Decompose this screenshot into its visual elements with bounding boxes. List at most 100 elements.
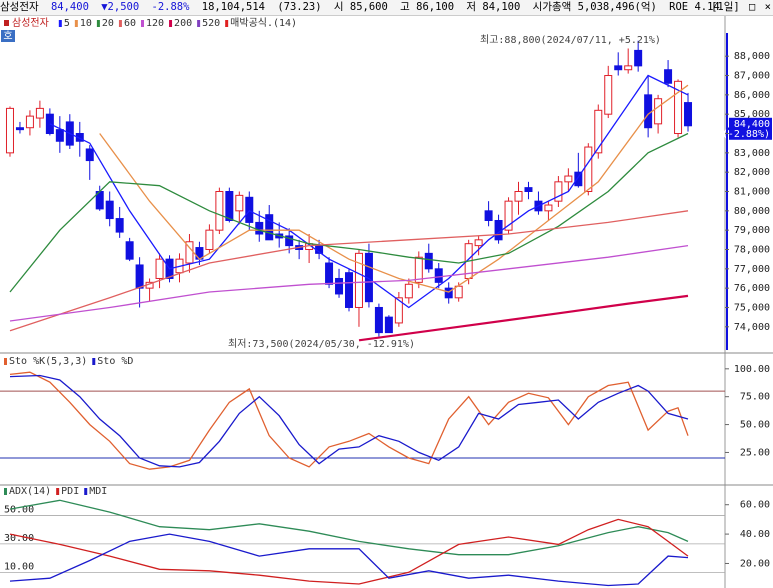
legend-label: PDI — [61, 486, 79, 497]
legend-label: 520 — [202, 18, 220, 29]
candle-body — [394, 297, 403, 324]
y-tick-label: 81,000 — [734, 187, 770, 198]
series-line — [9, 518, 689, 585]
annotation: 최고:88,800(2024/07/11, +5.21%) — [480, 34, 661, 46]
open-price: 시 85,600 — [333, 1, 388, 13]
close-button[interactable]: × — [764, 1, 771, 13]
candle-body — [345, 272, 353, 308]
legend-swatch — [225, 20, 229, 27]
candle-body — [215, 191, 224, 231]
price-tag-label: (-2.88%) — [722, 129, 770, 140]
y-tick-label: 76,000 — [734, 283, 770, 294]
maximize-button[interactable]: □ — [749, 1, 756, 13]
volume-ratio: (73.23) — [277, 1, 322, 13]
y-tick-label: 75,000 — [734, 302, 770, 313]
market-cap: 시가총액 5,038,496(억) — [532, 1, 657, 13]
candle-body — [325, 262, 334, 285]
price-tag-label: 84,400 — [734, 119, 770, 130]
candle-body — [654, 98, 663, 125]
y-tick-label: 100.00 — [734, 364, 770, 375]
legend-label: 10 — [80, 18, 92, 29]
series-line — [9, 533, 689, 587]
candle-body — [514, 191, 523, 202]
legend-label: 매박공식.(14) — [230, 17, 297, 29]
candle-body — [544, 204, 553, 212]
candle-body — [45, 113, 54, 135]
high-price: 고 86,100 — [400, 1, 455, 13]
legend-swatch — [197, 20, 201, 27]
price-tag-arrow — [727, 123, 733, 134]
legend-swatch — [140, 20, 144, 27]
candle-body — [384, 316, 393, 334]
candle-body — [584, 146, 593, 192]
candle-body — [285, 235, 294, 247]
candle-body — [614, 65, 623, 71]
series-line — [9, 499, 689, 556]
tab-box[interactable] — [1, 30, 15, 42]
candle-body — [474, 239, 483, 247]
candle-body — [75, 133, 84, 142]
candle-body — [434, 268, 443, 283]
tab-label: 호 — [3, 30, 12, 42]
legend-swatch — [118, 20, 122, 27]
y-tick-label: 86,000 — [734, 90, 770, 101]
legend-swatch — [4, 488, 7, 495]
volume: 18,104,514 — [201, 1, 265, 13]
candle-body — [85, 148, 94, 162]
candle-body — [245, 196, 254, 223]
change: ▼2,500 — [101, 1, 140, 13]
legend-swatch — [96, 20, 100, 27]
roe: ROE 4.14 — [669, 1, 720, 13]
stock-name: 삼성전자 — [0, 1, 39, 13]
y-tick-label: 74,000 — [734, 322, 770, 333]
candle-body — [135, 264, 144, 289]
candle-body — [594, 109, 603, 154]
period-button[interactable]: [1일] — [711, 1, 740, 13]
y-tick-label: 83,000 — [734, 148, 770, 159]
legend-swatch — [4, 20, 9, 26]
candle-body — [674, 80, 683, 135]
candle-body — [15, 127, 24, 131]
window-controls: [1일] □ × — [708, 0, 771, 15]
y-tick-label: 80,000 — [734, 206, 770, 217]
y-tick-label: 88,000 — [734, 51, 770, 62]
candle-body — [574, 171, 583, 187]
series-line — [49, 74, 689, 309]
candle-body — [554, 181, 563, 202]
candle-body — [55, 129, 64, 142]
candle-body — [265, 214, 274, 241]
price: 84,400 — [50, 1, 89, 13]
candle-body — [624, 65, 633, 71]
change-rate: -2.88% — [151, 1, 190, 13]
y-tick-label: 87,000 — [734, 71, 770, 82]
candle-body — [255, 221, 264, 235]
legend-label: Sto %K(5,3,3) — [9, 356, 87, 367]
y2-tick-label: 10.00 — [4, 561, 34, 572]
candle-body — [644, 94, 653, 129]
y-tick-label: 75.00 — [740, 392, 770, 403]
legend-label: 120 — [146, 18, 164, 29]
annotation: 최저:73,500(2024/05/30, -12.91%) — [228, 338, 415, 350]
candle-body — [664, 69, 673, 84]
candle-body — [374, 306, 383, 334]
legend-label: 20 — [102, 18, 114, 29]
series-line — [358, 294, 689, 342]
legend-swatch — [92, 358, 96, 365]
y-tick-label: 60.00 — [740, 500, 770, 511]
candle-body — [115, 218, 124, 233]
candle-body — [684, 102, 693, 127]
candle-body — [205, 229, 214, 250]
legend-label: ADX(14) — [9, 486, 51, 497]
legend-label: 5 — [64, 18, 70, 29]
y-tick-label: 85,000 — [734, 109, 770, 120]
candle-body — [454, 285, 463, 299]
y2-tick-label: 30.00 — [4, 533, 34, 544]
candle-body — [105, 200, 114, 220]
header-bar: 삼성전자 84,400 ▼2,500 -2.88% 18,104,514 (73… — [0, 0, 773, 16]
candle-body — [604, 75, 613, 115]
y-tick-label: 20.00 — [740, 558, 770, 569]
price-tag — [729, 117, 772, 140]
y-tick-label: 25.00 — [740, 447, 770, 458]
legend-swatch — [84, 488, 88, 495]
